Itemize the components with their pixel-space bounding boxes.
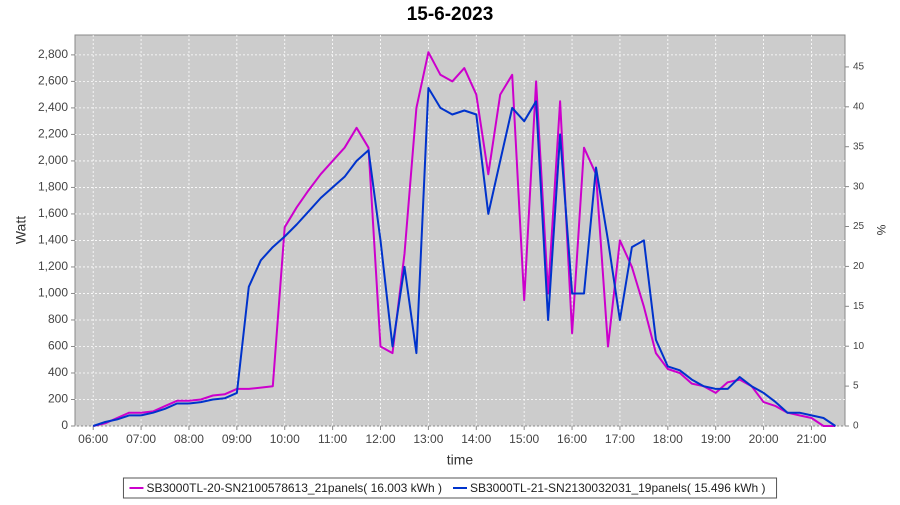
y2-tick-label: 45 <box>853 62 865 73</box>
legend-label: SB3000TL-20-SN2100578613_21panels( 16.00… <box>146 481 442 495</box>
y-tick-label: 1,200 <box>38 259 68 273</box>
y-tick-label: 2,200 <box>38 127 68 141</box>
x-tick-label: 16:00 <box>557 432 587 446</box>
y2-tick-label: 10 <box>853 341 865 352</box>
y2-axis-label: % <box>874 225 888 236</box>
y-tick-label: 1,400 <box>38 233 68 247</box>
x-tick-label: 14:00 <box>461 432 491 446</box>
y-tick-label: 800 <box>48 312 68 326</box>
x-tick-label: 11:00 <box>318 432 347 446</box>
x-tick-label: 20:00 <box>749 432 779 446</box>
y2-tick-label: 0 <box>853 421 859 432</box>
plot-area <box>74 34 846 427</box>
y2-tick-label: 30 <box>853 181 865 192</box>
y2-tick-label: 35 <box>853 141 865 152</box>
x-tick-label: 06:00 <box>78 432 108 446</box>
x-tick-label: 17:00 <box>605 432 635 446</box>
series-line <box>92 87 836 427</box>
y2-tick-label: 20 <box>853 261 865 272</box>
x-tick-label: 07:00 <box>126 432 156 446</box>
y2-tick-label: 5 <box>853 381 859 392</box>
x-tick-label: 13:00 <box>413 432 443 446</box>
y-tick-label: 0 <box>61 418 68 432</box>
legend: SB3000TL-20-SN2100578613_21panels( 16.00… <box>122 477 778 499</box>
y-axis-label: Watt <box>13 216 29 244</box>
x-tick-label: 21:00 <box>796 432 826 446</box>
series-line <box>92 51 836 427</box>
chart-title: 15-6-2023 <box>407 4 494 25</box>
y2-tick-label: 15 <box>853 301 865 312</box>
x-tick-label: 12:00 <box>365 432 395 446</box>
y-tick-label: 2,400 <box>38 100 68 114</box>
y-tick-label: 200 <box>48 392 68 406</box>
y2-tick-label: 40 <box>853 101 865 112</box>
y-tick-label: 1,800 <box>38 180 68 194</box>
x-tick-label: 15:00 <box>509 432 539 446</box>
x-tick-label: 09:00 <box>222 432 252 446</box>
x-tick-label: 08:00 <box>174 432 204 446</box>
y-tick-label: 600 <box>48 339 68 353</box>
y2-tick-label: 25 <box>853 221 865 232</box>
y-tick-label: 1,600 <box>38 206 68 220</box>
y-tick-label: 400 <box>48 365 68 379</box>
y-tick-label: 2,600 <box>38 74 68 88</box>
legend-box <box>122 477 778 499</box>
x-tick-label: 10:00 <box>270 432 300 446</box>
y-tick-label: 2,000 <box>38 153 68 167</box>
x-axis-label: time <box>447 452 474 468</box>
x-tick-label: 19:00 <box>701 432 731 446</box>
legend-label: SB3000TL-21-SN2130032031_19panels( 15.49… <box>470 481 766 495</box>
y-tick-label: 1,000 <box>38 286 68 300</box>
y-tick-label: 2,800 <box>38 47 68 61</box>
x-tick-label: 18:00 <box>653 432 683 446</box>
